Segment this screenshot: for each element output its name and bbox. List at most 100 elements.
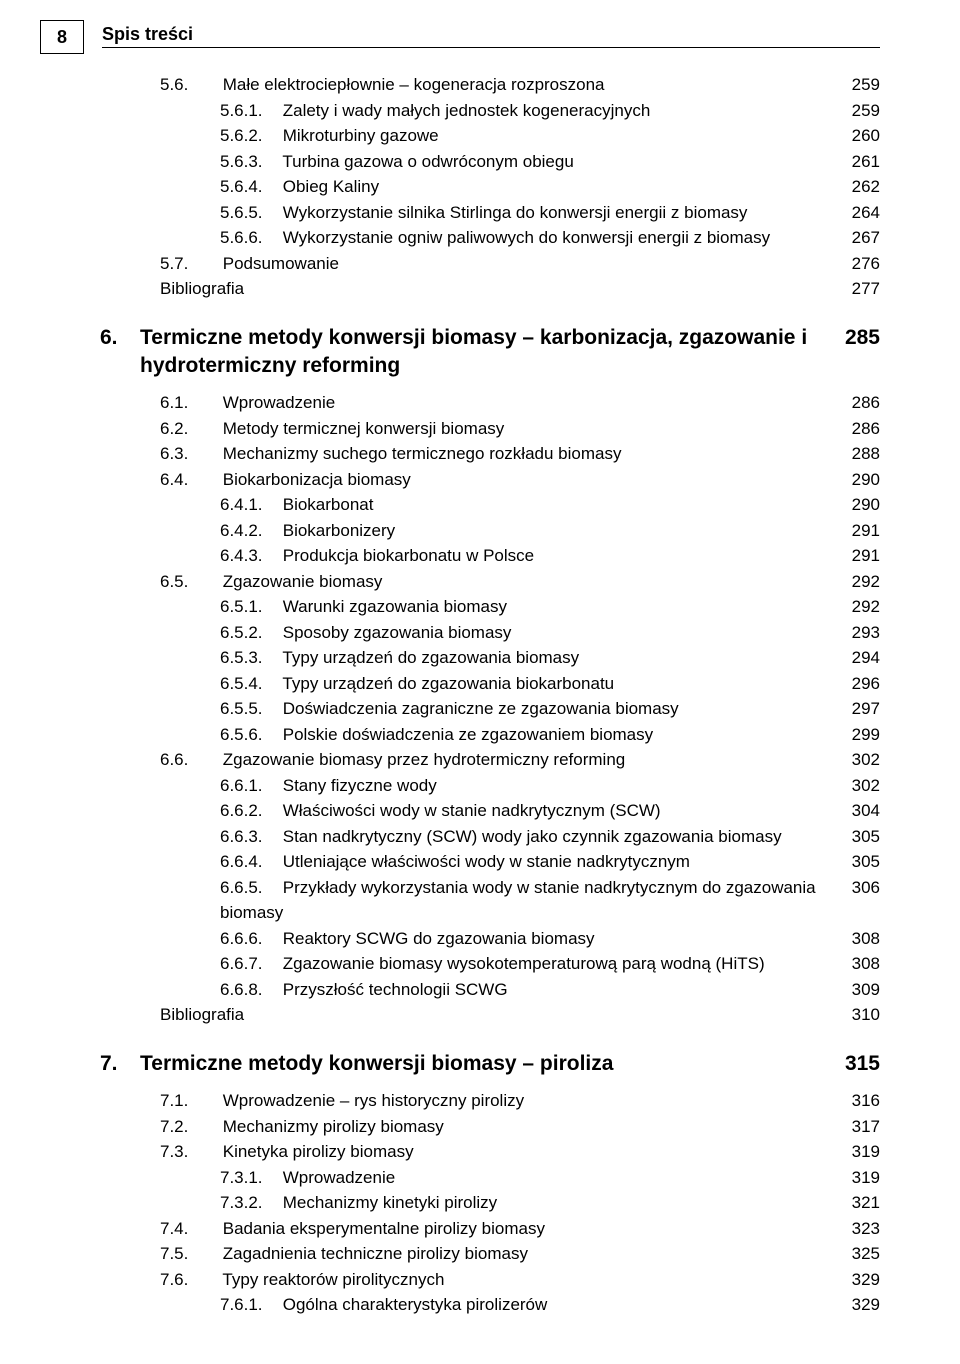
toc-entry-label: 6.6.5. Przykłady wykorzystania wody w st…	[220, 875, 852, 926]
toc-entry-label: Bibliografia	[160, 276, 852, 302]
toc-entry-number: 7.3.1.	[220, 1165, 278, 1191]
toc-entry-number: 5.6.4.	[220, 174, 278, 200]
toc-entry-text: Wykorzystanie ogniw paliwowych do konwer…	[283, 228, 770, 247]
toc-entry-label: 6.5. Zgazowanie biomasy	[160, 569, 852, 595]
toc-entry-number: 5.6.	[160, 72, 218, 98]
toc-entry: 6.4.2. Biokarbonizery291	[100, 518, 880, 544]
toc-entry-label: 6.4.2. Biokarbonizery	[220, 518, 852, 544]
toc-entry: Bibliografia 277	[100, 276, 880, 302]
toc-entry-label: 6.2. Metody termicznej konwersji biomasy	[160, 416, 852, 442]
toc-entry-text: Biokarbonizacja biomasy	[223, 470, 411, 489]
toc-entry-page: 309	[852, 977, 880, 1003]
toc-entry-page: 319	[852, 1165, 880, 1191]
toc-entry-number: 6.5.1.	[220, 594, 278, 620]
toc-entry-page: 259	[852, 72, 880, 98]
toc-entry: 6.1. Wprowadzenie286	[100, 390, 880, 416]
page-number: 8	[40, 20, 84, 54]
toc-entry-number: 6.1.	[160, 390, 218, 416]
toc-entry: 6.4.1. Biokarbonat 290	[100, 492, 880, 518]
toc-chapter-number: 6.	[100, 324, 140, 352]
toc-entry: 5.6. Małe elektrociepłownie – kogeneracj…	[100, 72, 880, 98]
toc-entry-page: 304	[852, 798, 880, 824]
toc-page: 8 Spis treści 5.6. Małe elektrociepłowni…	[0, 0, 960, 1364]
toc-entry: 5.6.1. Zalety i wady małych jednostek ko…	[100, 98, 880, 124]
toc-entry-page: 302	[852, 773, 880, 799]
toc-entry-number: 6.5.4.	[220, 671, 278, 697]
toc-entry-page: 291	[852, 543, 880, 569]
toc-entry-number: 7.5.	[160, 1241, 218, 1267]
toc-entry-label: 5.6. Małe elektrociepłownie – kogeneracj…	[160, 72, 852, 98]
toc-entry-label: 7.3. Kinetyka pirolizy biomasy	[160, 1139, 852, 1165]
toc-entry-text: Zgazowanie biomasy przez hydrotermiczny …	[223, 750, 626, 769]
toc-entry-label: 6.6.6. Reaktory SCWG do zgazowania bioma…	[220, 926, 852, 952]
toc-continuation: 5.6. Małe elektrociepłownie – kogeneracj…	[100, 72, 880, 302]
toc-entry-number: 6.4.1.	[220, 492, 278, 518]
toc-entry: 5.7. Podsumowanie276	[100, 251, 880, 277]
toc-entry-page: 277	[852, 276, 880, 302]
toc-entry-page: 297	[852, 696, 880, 722]
toc-entry-text: Bibliografia	[160, 279, 244, 298]
toc-entry-page: 317	[852, 1114, 880, 1140]
toc-entry-label: 5.6.3. Turbina gazowa o odwróconym obieg…	[220, 149, 852, 175]
toc-entry: 6.6.3. Stan nadkrytyczny (SCW) wody jako…	[100, 824, 880, 850]
toc-entry: 6.4. Biokarbonizacja biomasy290	[100, 467, 880, 493]
toc-chapter-row: 6.Termiczne metody konwersji biomasy – k…	[100, 324, 880, 381]
toc-entry: 7.6. Typy reaktorów pirolitycznych329	[100, 1267, 880, 1293]
toc-entry-label: 5.7. Podsumowanie	[160, 251, 852, 277]
toc-entry-text: Kinetyka pirolizy biomasy	[223, 1142, 414, 1161]
toc-entry-number: 6.5.3.	[220, 645, 278, 671]
toc-entry-number: 6.2.	[160, 416, 218, 442]
toc-chapter-number: 7.	[100, 1050, 140, 1078]
toc-entry-number: 6.6.4.	[220, 849, 278, 875]
toc-entry-page: 264	[852, 200, 880, 226]
toc-entry: 7.5. Zagadnienia techniczne pirolizy bio…	[100, 1241, 880, 1267]
toc-entry: 6.6.5. Przykłady wykorzystania wody w st…	[100, 875, 880, 926]
toc-entry-number: 7.1.	[160, 1088, 218, 1114]
toc-entry-label: 5.6.2. Mikroturbiny gazowe	[220, 123, 852, 149]
toc-entry-number: 6.6.7.	[220, 951, 278, 977]
toc-entry-text: Wprowadzenie	[283, 1168, 395, 1187]
toc-entry-number: 7.6.	[160, 1267, 218, 1293]
toc-entry-text: Stany fizyczne wody	[283, 776, 437, 795]
toc-entry: 5.6.6. Wykorzystanie ogniw paliwowych do…	[100, 225, 880, 251]
toc-entry-label: 6.5.5. Doświadczenia zagraniczne ze zgaz…	[220, 696, 852, 722]
toc-entry-text: Przyszłość technologii SCWG	[283, 980, 508, 999]
toc-entry-number: 6.6.	[160, 747, 218, 773]
toc-entry-number: 7.4.	[160, 1216, 218, 1242]
toc-entry-label: 7.6.1. Ogólna charakterystyka pirolizeró…	[220, 1292, 852, 1318]
toc-entry-text: Mechanizmy kinetyki pirolizy	[283, 1193, 497, 1212]
toc-entry: 7.6.1. Ogólna charakterystyka pirolizeró…	[100, 1292, 880, 1318]
toc-entry: 6.6.7. Zgazowanie biomasy wysokotemperat…	[100, 951, 880, 977]
toc-entry-text: Zgazowanie biomasy wysokotemperaturową p…	[283, 954, 765, 973]
toc-chapter-title: Termiczne metody konwersji biomasy – kar…	[140, 324, 845, 381]
toc-entry-number: 6.6.8.	[220, 977, 278, 1003]
toc-entry-page: 296	[852, 671, 880, 697]
toc-entry-number: 6.5.2.	[220, 620, 278, 646]
toc-entry-label: 6.5.4. Typy urządzeń do zgazowania bioka…	[220, 671, 852, 697]
toc-entry: 6.5.3. Typy urządzeń do zgazowania bioma…	[100, 645, 880, 671]
toc-entry: 6.3. Mechanizmy suchego termicznego rozk…	[100, 441, 880, 467]
toc-entry-label: Bibliografia	[160, 1002, 852, 1028]
toc-entry-page: 290	[852, 492, 880, 518]
toc-chapter: 7.Termiczne metody konwersji biomasy – p…	[100, 1050, 880, 1318]
toc-chapters: 6.Termiczne metody konwersji biomasy – k…	[100, 324, 880, 1318]
toc-entry-label: 5.6.6. Wykorzystanie ogniw paliwowych do…	[220, 225, 852, 251]
toc-entry: 5.6.3. Turbina gazowa o odwróconym obieg…	[100, 149, 880, 175]
toc-entry-number: 7.3.2.	[220, 1190, 278, 1216]
toc-entry-label: 6.6.8. Przyszłość technologii SCWG	[220, 977, 852, 1003]
toc-chapter-page: 315	[845, 1050, 880, 1078]
toc-entry: 7.1. Wprowadzenie – rys historyczny piro…	[100, 1088, 880, 1114]
toc-entry-text: Biokarbonat	[283, 495, 374, 514]
toc-chapter-title: Termiczne metody konwersji biomasy – pir…	[140, 1050, 845, 1078]
toc-entry-number: 6.6.2.	[220, 798, 278, 824]
toc-entry-label: 7.3.1. Wprowadzenie	[220, 1165, 852, 1191]
toc-entry-text: Biokarbonizery	[283, 521, 395, 540]
toc-entry-number: 5.6.1.	[220, 98, 278, 124]
toc-entry-page: 294	[852, 645, 880, 671]
toc-entry-page: 286	[852, 416, 880, 442]
toc-entry-text: Wprowadzenie – rys historyczny pirolizy	[223, 1091, 524, 1110]
toc-entry-text: Reaktory SCWG do zgazowania biomasy	[283, 929, 595, 948]
toc-entry-page: 308	[852, 926, 880, 952]
toc-entry-label: 6.6.1. Stany fizyczne wody	[220, 773, 852, 799]
toc-entry-page: 262	[852, 174, 880, 200]
